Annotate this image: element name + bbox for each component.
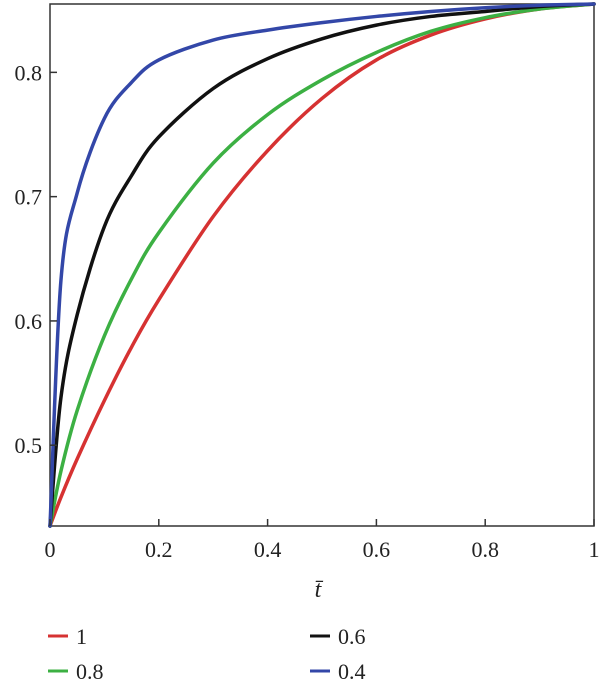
y-tick-label: 0.5 [15, 433, 43, 458]
x-tick-label: 0 [45, 537, 56, 562]
x-tick-label: 1 [589, 537, 600, 562]
legend: 1 0.6 0.8 0.4 [48, 624, 366, 684]
legend-label: 0.8 [76, 659, 104, 684]
y-tick-label: 0.6 [15, 309, 43, 334]
plot-frame [49, 3, 595, 527]
ticks-layer: 0 0.2 0.4 0.6 0.8 1 0.5 0.6 0.7 0.8 [15, 60, 600, 562]
x-tick-label: 0.8 [471, 537, 499, 562]
y-tick-label: 0.7 [15, 185, 43, 210]
series-line-0.6 [48, 2, 596, 528]
x-axis-label: t̄ [315, 577, 324, 603]
legend-label: 1 [76, 624, 87, 649]
x-tick-label: 0.4 [254, 537, 282, 562]
legend-label: 0.6 [338, 624, 366, 649]
series-line-0.4 [48, 2, 596, 528]
x-tick-label: 0.6 [363, 537, 391, 562]
y-tick-label: 0.8 [15, 60, 43, 85]
legend-label: 0.4 [338, 659, 366, 684]
x-tick-label: 0.2 [145, 537, 173, 562]
series-layer [48, 2, 596, 528]
series-line-0.8 [48, 2, 596, 528]
plot-axes [49, 3, 595, 527]
